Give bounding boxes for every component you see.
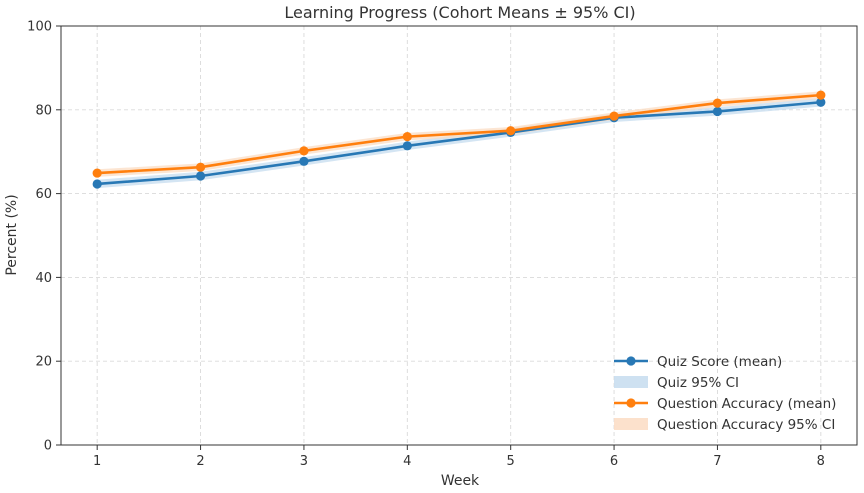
x-tick-label: 6 xyxy=(610,454,618,469)
x-tick-label: 5 xyxy=(507,454,515,469)
data-point xyxy=(402,141,412,151)
x-axis-label: Week xyxy=(441,473,480,489)
series-line-2 xyxy=(97,93,821,175)
data-point xyxy=(712,98,723,108)
y-tick-label: 80 xyxy=(35,103,52,118)
data-point xyxy=(92,168,102,178)
y-tick-label: 60 xyxy=(35,187,52,202)
legend-label: Quiz 95% CI xyxy=(657,375,739,391)
y-axis-label: Percent (%) xyxy=(4,194,20,275)
legend-band-swatch xyxy=(614,376,648,388)
data-point xyxy=(816,90,826,100)
chart-title: Learning Progress (Cohort Means ± 95% CI… xyxy=(284,3,635,22)
legend-band-swatch xyxy=(614,418,648,430)
legend: Quiz Score (mean) Quiz 95% CI Question Acc… xyxy=(614,354,836,433)
x-tick-label: 8 xyxy=(817,454,825,469)
legend-label: Question Accuracy 95% CI xyxy=(657,417,835,433)
plot-frame xyxy=(60,25,858,446)
x-tick-label: 1 xyxy=(93,454,101,469)
x-tick-label: 3 xyxy=(300,454,308,469)
data-point xyxy=(506,126,516,136)
data-point xyxy=(195,162,206,172)
data-point xyxy=(712,106,723,117)
y-tick-label: 20 xyxy=(35,355,52,370)
data-point xyxy=(195,171,206,181)
y-tick-label: 100 xyxy=(27,20,52,35)
data-point xyxy=(92,179,102,189)
data-point xyxy=(402,132,412,142)
x-tick-label: 7 xyxy=(713,454,721,469)
legend-marker xyxy=(626,398,636,408)
legend-marker xyxy=(626,356,636,366)
data-point xyxy=(299,146,309,156)
legend-label: Quiz Score (mean) xyxy=(657,354,782,370)
series-lines xyxy=(92,90,826,189)
series-line-1 xyxy=(97,100,821,186)
x-tick-label: 4 xyxy=(403,454,411,469)
y-tick-label: 40 xyxy=(35,271,52,286)
legend-label: Question Accuracy (mean) xyxy=(657,396,836,412)
y-tick-label: 0 xyxy=(44,439,52,454)
x-tick-label: 2 xyxy=(196,454,204,469)
data-point xyxy=(609,111,619,121)
data-point xyxy=(299,156,309,166)
data-point xyxy=(816,97,826,107)
